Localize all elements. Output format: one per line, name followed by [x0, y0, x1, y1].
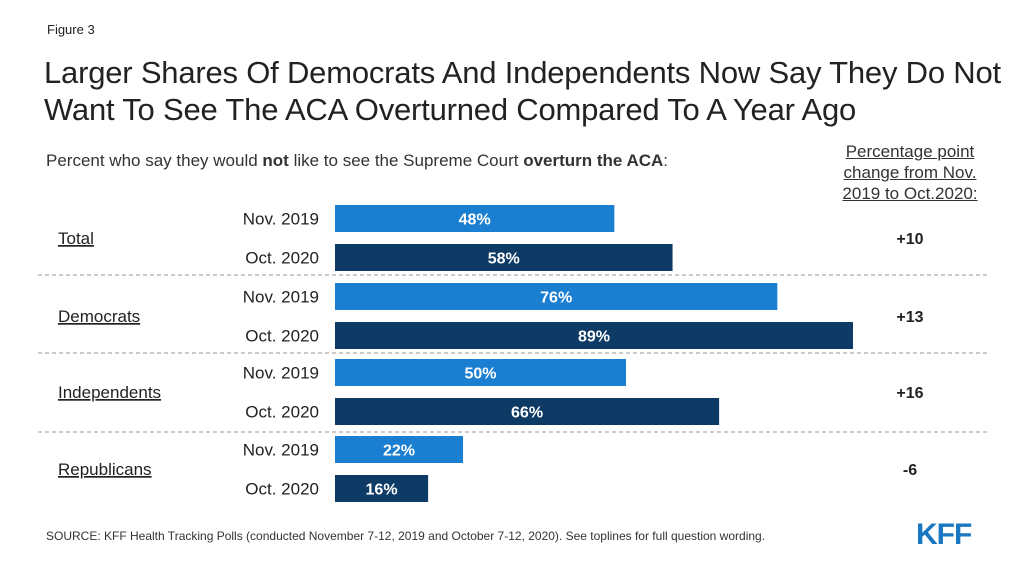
change-value-independents: +16 — [896, 385, 923, 402]
category-label-total: Total — [58, 229, 94, 248]
series-label-independents-nov2019: Nov. 2019 — [243, 364, 319, 383]
series-label-total-oct2020: Oct. 2020 — [245, 249, 319, 268]
bar-total-nov2019 — [335, 205, 615, 232]
series-label-democrats-oct2020: Oct. 2020 — [245, 327, 319, 346]
figure-label: Figure 3 — [47, 22, 95, 37]
category-label-democrats: Democrats — [58, 307, 140, 326]
value-label-independents-oct2020: 66% — [511, 405, 543, 422]
chart-subtitle: Percent who say they would not like to s… — [46, 151, 668, 171]
value-label-republicans-nov2019: 22% — [383, 443, 415, 460]
kff-logo: KFF — [916, 518, 972, 551]
series-label-total-nov2019: Nov. 2019 — [243, 210, 319, 229]
series-label-republicans-oct2020: Oct. 2020 — [245, 480, 319, 499]
change-value-total: +10 — [896, 231, 923, 248]
value-label-total-nov2019: 48% — [459, 212, 491, 229]
subtitle-text-2: like to see the Supreme Court — [288, 151, 524, 170]
value-label-republicans-oct2020: 16% — [366, 482, 398, 499]
value-label-independents-nov2019: 50% — [464, 366, 496, 383]
bar-democrats-oct2020 — [335, 322, 853, 349]
bar-democrats-nov2019 — [335, 283, 778, 310]
bar-republicans-nov2019 — [335, 436, 464, 463]
bar-total-oct2020 — [335, 244, 673, 271]
change-header-text: Percentage point change from Nov. 2019 t… — [842, 142, 978, 203]
bar-independents-oct2020 — [335, 398, 720, 425]
bar-republicans-oct2020 — [335, 475, 429, 502]
category-label-independents: Independents — [58, 383, 161, 402]
category-label-republicans: Republicans — [58, 460, 152, 479]
subtitle-bold-2: overturn the ACA — [523, 151, 664, 170]
change-value-democrats: +13 — [896, 309, 923, 326]
series-label-democrats-nov2019: Nov. 2019 — [243, 288, 319, 307]
value-label-total-oct2020: 58% — [488, 251, 520, 268]
subtitle-bold-1: not — [262, 151, 289, 170]
series-label-republicans-nov2019: Nov. 2019 — [243, 441, 319, 460]
value-label-democrats-oct2020: 89% — [578, 329, 610, 346]
value-label-democrats-nov2019: 76% — [540, 290, 572, 307]
chart-title: Larger Shares Of Democrats And Independe… — [44, 55, 1001, 127]
subtitle-text-3: : — [663, 151, 669, 170]
bar-independents-nov2019 — [335, 359, 626, 386]
change-column-header: Percentage point change from Nov. 2019 t… — [825, 141, 995, 204]
change-value-republicans: -6 — [903, 462, 917, 479]
subtitle-text-1: Percent who say they would — [46, 151, 263, 170]
series-label-independents-oct2020: Oct. 2020 — [245, 403, 319, 422]
source-note: SOURCE: KFF Health Tracking Polls (condu… — [46, 529, 766, 543]
